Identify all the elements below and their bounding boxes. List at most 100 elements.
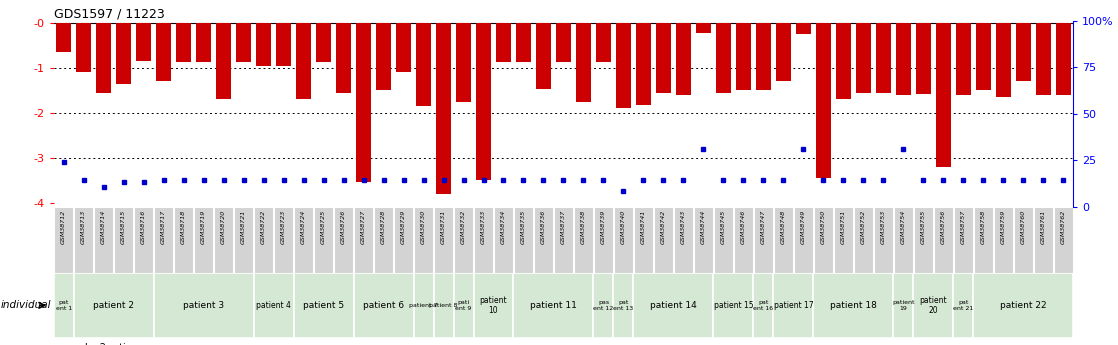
Bar xyxy=(394,207,414,273)
Bar xyxy=(1055,23,1071,95)
Bar xyxy=(254,207,273,273)
Bar xyxy=(676,23,691,95)
Bar xyxy=(436,23,451,194)
Text: GSM38745: GSM38745 xyxy=(721,210,726,244)
Bar xyxy=(913,273,954,338)
Bar xyxy=(713,207,733,273)
Text: GSM38723: GSM38723 xyxy=(281,210,286,244)
Bar xyxy=(874,207,893,273)
Text: GSM38742: GSM38742 xyxy=(661,210,666,244)
Bar xyxy=(454,273,474,338)
Text: GSM38721: GSM38721 xyxy=(241,210,246,244)
Text: GSM38717: GSM38717 xyxy=(161,210,167,244)
Bar xyxy=(414,273,434,338)
Text: GSM38751: GSM38751 xyxy=(841,210,846,244)
Text: GSM38738: GSM38738 xyxy=(581,210,586,244)
Bar xyxy=(656,23,671,92)
Bar xyxy=(854,207,873,273)
Bar xyxy=(614,273,634,338)
Text: GSM38715: GSM38715 xyxy=(121,210,126,244)
Bar xyxy=(434,207,453,273)
Bar xyxy=(153,273,254,338)
Bar xyxy=(136,23,151,61)
Bar xyxy=(74,207,93,273)
Bar xyxy=(513,273,594,338)
Text: patient 18: patient 18 xyxy=(830,301,877,310)
Bar xyxy=(1016,23,1031,81)
Text: GSM38761: GSM38761 xyxy=(1041,210,1045,244)
Bar xyxy=(536,23,551,89)
Text: GSM38724: GSM38724 xyxy=(301,210,306,244)
Bar xyxy=(1053,207,1073,273)
Bar xyxy=(814,207,833,273)
Bar xyxy=(774,207,793,273)
Bar xyxy=(376,23,391,90)
Bar xyxy=(416,23,432,106)
Text: GSM38748: GSM38748 xyxy=(780,210,786,244)
Text: GSM38747: GSM38747 xyxy=(761,210,766,244)
Text: GSM38757: GSM38757 xyxy=(960,210,966,244)
Bar xyxy=(994,207,1013,273)
Text: GSM38712: GSM38712 xyxy=(61,210,66,244)
Text: GSM38718: GSM38718 xyxy=(181,210,186,244)
Bar xyxy=(134,207,153,273)
Bar xyxy=(1014,207,1033,273)
Bar xyxy=(736,23,751,90)
Bar xyxy=(154,207,173,273)
Text: patient 6: patient 6 xyxy=(363,301,404,310)
Text: pat
ent 13: pat ent 13 xyxy=(614,300,634,311)
Bar xyxy=(337,23,351,92)
Bar xyxy=(214,207,234,273)
Bar xyxy=(856,23,871,92)
Text: GDS1597 / 11223: GDS1597 / 11223 xyxy=(54,8,164,21)
Bar xyxy=(54,273,74,338)
Text: pat
ent 16: pat ent 16 xyxy=(754,300,774,311)
Text: patient 8: patient 8 xyxy=(429,303,457,308)
Bar xyxy=(373,207,394,273)
Bar xyxy=(594,207,613,273)
Bar xyxy=(893,207,913,273)
Text: GSM38732: GSM38732 xyxy=(461,210,466,244)
Text: GSM38726: GSM38726 xyxy=(341,210,347,244)
Text: individual: individual xyxy=(1,300,51,310)
Text: patient 14: patient 14 xyxy=(650,301,697,310)
Text: pat
ent 21: pat ent 21 xyxy=(954,300,974,311)
Text: patient 7: patient 7 xyxy=(409,303,438,308)
Bar xyxy=(294,273,353,338)
Bar xyxy=(256,23,271,66)
Bar xyxy=(713,273,754,338)
Text: GSM38716: GSM38716 xyxy=(141,210,146,244)
Bar xyxy=(56,23,72,52)
Text: GSM38759: GSM38759 xyxy=(1001,210,1006,244)
Bar xyxy=(514,207,533,273)
Text: GSM38756: GSM38756 xyxy=(941,210,946,244)
Bar xyxy=(234,207,253,273)
Text: GSM38743: GSM38743 xyxy=(681,210,686,244)
Text: GSM38727: GSM38727 xyxy=(361,210,366,244)
Bar xyxy=(177,23,191,62)
Bar xyxy=(996,23,1011,97)
Text: GSM38730: GSM38730 xyxy=(421,210,426,244)
Bar xyxy=(296,23,311,99)
Bar xyxy=(276,23,291,66)
Text: patient 2: patient 2 xyxy=(93,301,134,310)
Text: GSM38713: GSM38713 xyxy=(82,210,86,244)
Bar xyxy=(796,23,811,34)
Bar xyxy=(54,207,74,273)
Bar xyxy=(695,23,711,33)
Bar xyxy=(654,207,673,273)
Bar xyxy=(76,23,92,72)
Bar xyxy=(576,23,591,101)
Text: GSM38733: GSM38733 xyxy=(481,210,486,244)
Bar xyxy=(456,23,471,101)
Text: GSM38762: GSM38762 xyxy=(1061,210,1065,244)
Text: GSM38729: GSM38729 xyxy=(401,210,406,244)
Bar xyxy=(754,207,773,273)
Bar xyxy=(94,207,113,273)
Text: pati
ent 9: pati ent 9 xyxy=(455,300,472,311)
Text: GSM38754: GSM38754 xyxy=(901,210,906,244)
Bar xyxy=(157,23,171,81)
Text: patient 3: patient 3 xyxy=(183,301,225,310)
Bar xyxy=(733,207,754,273)
Bar xyxy=(196,23,211,62)
